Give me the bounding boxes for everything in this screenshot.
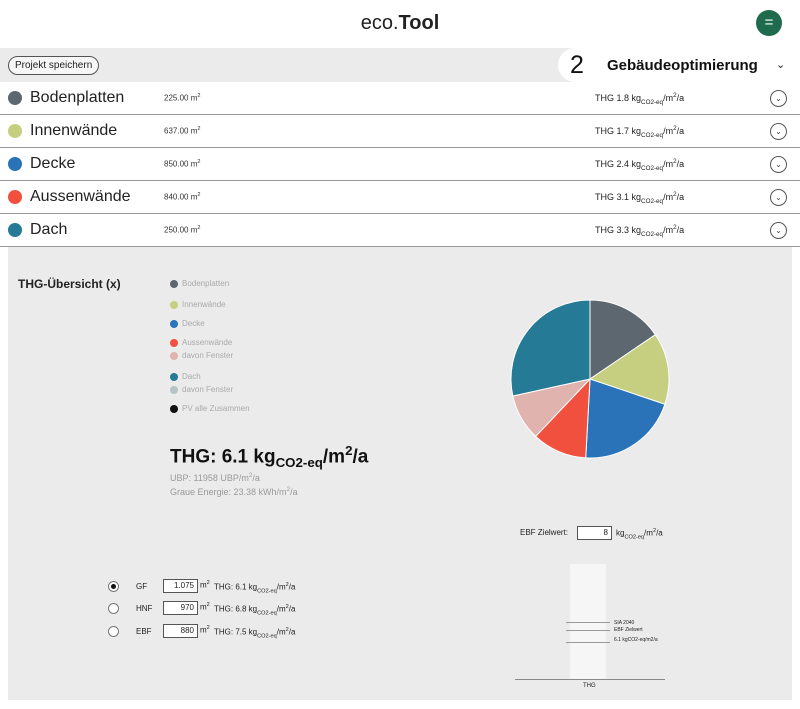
legend-label: Bodenplatten [182,279,230,288]
reference-radio[interactable] [108,603,119,614]
reference-thg: THG: 6.8 kgCO2-eq/m2/a [214,604,296,617]
chevron-down-icon[interactable]: ⌄ [770,90,787,107]
reference-unit: m2 [200,602,210,612]
app-logo: eco.Tool [360,12,440,34]
sia-2040-line [566,622,610,623]
ubp-value: UBP: 11958 UBP/m2/a [170,472,260,483]
element-color-dot [8,223,22,237]
element-thg: THG 3.1 kgCO2-eq/m2/a [595,191,685,205]
step-number: 2 [570,51,584,79]
element-area: 850.00 m2 [164,159,201,169]
element-thg: THG 2.4 kgCO2-eq/m2/a [595,158,685,172]
legend-swatch [170,320,178,328]
current-value-label: 6.1 kgCO2-eq/m2/a [614,637,658,643]
reference-option: EBF 880 m2 THG: 7.5 kgCO2-eq/m2/a [108,624,368,642]
element-area: 637.00 m2 [164,126,201,136]
chevron-down-icon[interactable]: ⌄ [770,156,787,173]
ebf-target-input[interactable]: 8 [577,526,612,540]
element-area: 250.00 m2 [164,225,201,235]
element-thg: THG 3.3 kgCO2-eq/m2/a [595,224,685,238]
element-row[interactable]: Bodenplatten 225.00 m2 THG 1.8 kgCO2-eq/m2… [0,82,800,115]
element-name: Decke [30,155,76,172]
element-row[interactable]: Dach 250.00 m2 THG 3.3 kgCO2-eq/m2/a ⌄ [0,214,800,247]
target-chart-axis-label: THG [583,683,596,689]
legend-swatch [170,386,178,394]
thg-pie-chart [510,299,670,459]
legend-swatch [170,352,178,360]
element-name: Bodenplatten [30,89,125,106]
element-color-dot [8,91,22,105]
element-row[interactable]: Decke 850.00 m2 THG 2.4 kgCO2-eq/m2/a ⌄ [0,148,800,181]
menu-icon[interactable]: = [756,10,782,36]
legend-swatch [170,301,178,309]
legend-label: Aussenwände [182,338,233,347]
ebf-target-chart-label: EBF Zielwert [614,627,643,633]
legend-swatch [170,339,178,347]
legend-label: Decke [182,319,205,328]
element-color-dot [8,124,22,138]
reference-area-input[interactable]: 1.075 [163,579,198,593]
pie-slice [585,378,666,459]
reference-label: HNF [136,604,153,613]
chevron-down-icon[interactable]: ⌄ [770,222,787,239]
element-thg: THG 1.8 kgCO2-eq/m2/a [595,92,685,106]
sia-2040-label: SIA 2040 [614,620,635,626]
legend-swatch [170,373,178,381]
reference-area-input[interactable]: 970 [163,601,198,615]
overview-title: THG-Übersicht (x) [18,277,121,291]
element-area: 840.00 m2 [164,192,201,202]
reference-radio[interactable] [108,626,119,637]
pie-slice [510,299,591,397]
step-selector[interactable]: 2 Gebäudeoptimierung ⌄ [558,48,800,82]
element-name: Aussenwände [30,188,131,205]
reference-radio[interactable] [108,581,119,592]
reference-option: GF 1.075 m2 THG: 6.1 kgCO2-eq/m2/a [108,579,368,597]
ebf-target-label: EBF Zielwert: [520,528,569,537]
chevron-down-icon[interactable]: ⌄ [770,123,787,140]
legend-swatch [170,405,178,413]
element-color-dot [8,190,22,204]
legend-label: Innenwände [182,300,226,309]
total-thg-value: THG: 6.1 kgCO2-eq/m2/a [170,443,369,471]
legend-label: Dach [182,372,201,381]
reference-label: EBF [136,627,152,636]
element-name: Dach [30,221,68,238]
pie-slice [588,333,670,405]
thg-overview-panel: THG-Übersicht (x) Bodenplatten Innenwände… [8,247,792,700]
chevron-down-icon: ⌄ [776,59,786,71]
step-title: Gebäudeoptimierung [607,57,758,74]
grey-energy-value: Graue Energie: 23.38 kWh/m2/a [170,486,298,497]
target-chart-baseline [515,679,665,680]
reference-unit: m2 [200,580,210,590]
reference-thg: THG: 7.5 kgCO2-eq/m2/a [214,627,296,640]
pie-slice [589,299,657,380]
reference-option: HNF 970 m2 THG: 6.8 kgCO2-eq/m2/a [108,601,368,619]
reference-unit: m2 [200,625,210,635]
chevron-down-icon[interactable]: ⌄ [770,189,787,206]
legend-swatch [170,280,178,288]
element-list: Bodenplatten 225.00 m2 THG 1.8 kgCO2-eq/m2… [0,82,800,247]
element-color-dot [8,157,22,171]
element-row[interactable]: Innenwände 637.00 m2 THG 1.7 kgCO2-eq/m2/a… [0,115,800,148]
reference-label: GF [136,582,148,591]
ebf-target-line [566,630,610,631]
legend-label: davon Fenster [182,385,234,394]
element-row[interactable]: Aussenwände 840.00 m2 THG 3.1 kgCO2-eq/m2/… [0,181,800,214]
legend-label: davon Fenster [182,351,234,360]
element-area: 225.00 m2 [164,93,201,103]
element-thg: THG 1.7 kgCO2-eq/m2/a [595,125,685,139]
ebf-target-unit: kgCO2-eq/m2/a [616,528,663,541]
element-name: Innenwände [30,122,118,139]
reference-thg: THG: 6.1 kgCO2-eq/m2/a [214,582,296,595]
reference-area-input[interactable]: 880 [163,624,198,638]
top-bar: eco.Tool = [0,0,800,48]
save-project-button[interactable]: Projekt speichern [8,56,100,75]
legend-label: PV alle Zusammen [182,404,250,413]
current-value-line [566,642,610,643]
